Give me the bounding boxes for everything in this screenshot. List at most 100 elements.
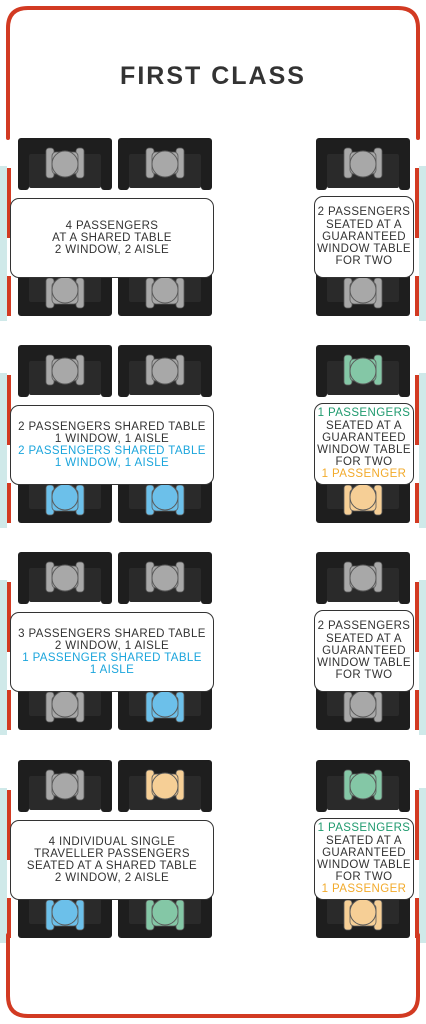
seat-armrest bbox=[316, 473, 327, 521]
seat-armrest bbox=[18, 266, 29, 314]
table-text-line: 2 PASSENGERS bbox=[317, 206, 411, 219]
seat-armrest bbox=[316, 764, 327, 812]
seat[interactable] bbox=[316, 760, 410, 812]
seat[interactable] bbox=[316, 552, 410, 604]
table-text-line: GUARANTEED bbox=[322, 644, 406, 657]
seat-armrest bbox=[316, 556, 327, 604]
table-text-line: WINDOW TABLE bbox=[317, 243, 411, 256]
seat[interactable] bbox=[118, 138, 212, 190]
seat-armrest bbox=[18, 349, 29, 397]
seat-armrest bbox=[201, 888, 212, 936]
shared-table-left: 4 INDIVIDUAL SINGLE TRAVELLER PASSENGERS S… bbox=[10, 820, 214, 900]
seat[interactable] bbox=[18, 345, 112, 397]
seat-back bbox=[316, 138, 410, 156]
seat-back bbox=[18, 298, 112, 316]
seat-back bbox=[316, 760, 410, 778]
window-table-right: 2 PASSENGERS SEATED AT A GUARANTEED WINDOW … bbox=[314, 196, 414, 278]
page-title: FIRST CLASS bbox=[120, 62, 306, 90]
table-text-line: 1 WINDOW, 1 AISLE bbox=[54, 457, 170, 470]
passenger-grey bbox=[343, 276, 383, 309]
seat-back bbox=[316, 345, 410, 363]
table-text-line: FOR TWO bbox=[335, 871, 393, 884]
seat-back bbox=[118, 552, 212, 570]
table-text-line: SEATED AT A SHARED TABLE bbox=[26, 860, 198, 872]
frame-segment bbox=[7, 276, 11, 316]
window-table-right: 1 PASSENGERS SEATED AT A GUARANTEED WINDOW … bbox=[314, 403, 414, 485]
passenger-grey bbox=[45, 769, 85, 801]
window-table-right: 2 PASSENGERS SEATED AT A GUARANTEED WINDOW … bbox=[314, 610, 414, 692]
window-strip bbox=[419, 166, 426, 321]
frame-segment bbox=[7, 168, 11, 238]
window-strip bbox=[0, 166, 7, 321]
seat-back bbox=[18, 920, 112, 938]
seat-armrest bbox=[18, 556, 29, 604]
passenger-green bbox=[145, 898, 185, 931]
passenger-peach bbox=[343, 483, 383, 516]
window-strip bbox=[0, 373, 7, 528]
table-text-line: 2 WINDOW, 1 AISLE bbox=[54, 639, 170, 652]
table-text-line: 1 PASSENGERS bbox=[317, 407, 411, 420]
seat[interactable] bbox=[118, 552, 212, 604]
seat-armrest bbox=[399, 680, 410, 728]
seat-back bbox=[18, 760, 112, 778]
seat-armrest bbox=[201, 680, 212, 728]
table-text-line: 3 PASSENGERS SHARED TABLE bbox=[18, 627, 206, 640]
table-text-line: FOR TWO bbox=[335, 456, 393, 469]
frame-segment bbox=[415, 898, 419, 938]
frame-segment bbox=[415, 582, 419, 652]
seat[interactable] bbox=[316, 345, 410, 397]
seat-back bbox=[118, 760, 212, 778]
seat-armrest bbox=[101, 142, 112, 190]
seat-armrest bbox=[201, 266, 212, 314]
seat-armrest bbox=[101, 349, 112, 397]
seat-armrest bbox=[316, 142, 327, 190]
seat-back bbox=[18, 345, 112, 363]
frame-segment bbox=[7, 790, 11, 860]
seat[interactable] bbox=[118, 345, 212, 397]
seat[interactable] bbox=[18, 760, 112, 812]
seat-armrest bbox=[118, 266, 129, 314]
table-text-line: 1 PASSENGER SHARED TABLE bbox=[22, 652, 202, 664]
coach-frame bbox=[6, 6, 420, 1018]
seat-armrest bbox=[101, 764, 112, 812]
seat-armrest bbox=[18, 473, 29, 521]
window-strip bbox=[0, 788, 7, 943]
passenger-blue bbox=[145, 483, 185, 516]
seat-back bbox=[118, 505, 212, 523]
seat-armrest bbox=[18, 142, 29, 190]
seat[interactable] bbox=[118, 680, 212, 730]
window-strip bbox=[419, 788, 426, 943]
passenger-grey bbox=[45, 354, 85, 386]
table-text-line: 4 INDIVIDUAL SINGLE bbox=[48, 835, 176, 848]
seat[interactable] bbox=[18, 138, 112, 190]
seat[interactable] bbox=[118, 888, 212, 938]
frame-segment bbox=[415, 483, 419, 523]
table-text-line: 1 PASSENGER bbox=[321, 883, 407, 896]
seat-back bbox=[316, 920, 410, 938]
passenger-peach bbox=[343, 898, 383, 931]
seat-armrest bbox=[399, 764, 410, 812]
shared-table-left: 4 PASSENGERS AT A SHARED TABLE 2 WINDOW, 2… bbox=[10, 198, 214, 278]
frame-segment bbox=[7, 375, 11, 445]
seat[interactable] bbox=[316, 138, 410, 190]
passenger-blue bbox=[45, 898, 85, 931]
passenger-peach bbox=[145, 769, 185, 801]
frame-segment bbox=[415, 375, 419, 445]
seat[interactable] bbox=[118, 760, 212, 812]
seat[interactable] bbox=[18, 552, 112, 604]
frame-segment bbox=[415, 690, 419, 730]
seat-armrest bbox=[399, 473, 410, 521]
shared-table-left: 3 PASSENGERS SHARED TABLE 2 WINDOW, 1 AIS… bbox=[10, 612, 214, 692]
table-text-line: 1 PASSENGER bbox=[321, 468, 407, 481]
passenger-grey bbox=[343, 690, 383, 723]
table-text-line: GUARANTEED bbox=[322, 846, 406, 859]
frame-segment bbox=[7, 898, 11, 938]
seat-armrest bbox=[399, 556, 410, 604]
seat-armrest bbox=[201, 142, 212, 190]
window-strip bbox=[419, 373, 426, 528]
table-text-line: TRAVELLER PASSENGERS bbox=[34, 847, 190, 860]
seat-back bbox=[118, 138, 212, 156]
seat-back bbox=[316, 552, 410, 570]
seat-armrest bbox=[201, 764, 212, 812]
